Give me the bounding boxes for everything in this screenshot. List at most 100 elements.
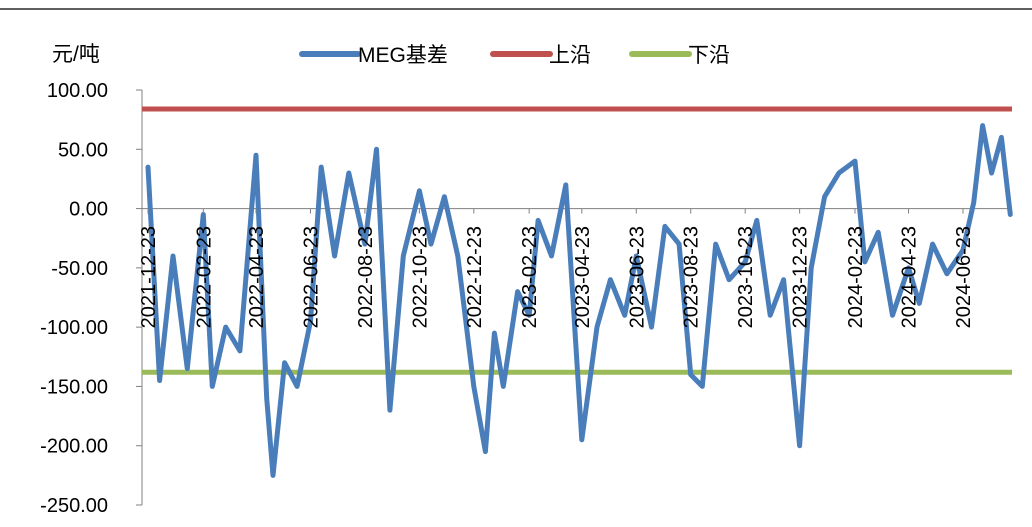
y-tick-label: -250.00 xyxy=(40,495,108,517)
x-tick-label: 2022-06-23 xyxy=(300,226,322,328)
series-point-meg-basis xyxy=(580,438,584,442)
series-point-meg-basis xyxy=(271,473,275,477)
series-point-meg-basis xyxy=(536,218,540,222)
series-point-meg-basis xyxy=(634,254,638,258)
legend-label-upper-band: 上沿 xyxy=(549,44,591,67)
x-tick-label: 2023-06-23 xyxy=(626,226,648,328)
series-point-meg-basis xyxy=(907,266,911,270)
series-point-meg-basis xyxy=(823,195,827,199)
series-point-meg-basis xyxy=(837,171,841,175)
x-tick-label: 2024-02-23 xyxy=(845,226,867,328)
series-point-meg-basis xyxy=(308,319,312,323)
series-point-meg-basis xyxy=(853,159,857,163)
series-point-meg-basis xyxy=(972,201,976,205)
y-tick-label: 100.00 xyxy=(47,80,108,102)
series-point-meg-basis xyxy=(501,384,505,388)
series-point-meg-basis xyxy=(623,313,627,317)
series-point-meg-basis xyxy=(755,218,759,222)
series-point-meg-basis xyxy=(743,260,747,264)
y-tick-label: 50.00 xyxy=(58,139,108,161)
x-tick-label: 2023-02-23 xyxy=(519,226,541,328)
y-axis: 100.00 50.00 0.00 -50.00 -100.00 -150.00 -200.… xyxy=(40,80,143,517)
x-tick-label: 2023-08-23 xyxy=(681,226,703,328)
series-point-meg-basis xyxy=(714,242,718,246)
series-point-meg-basis xyxy=(483,450,487,454)
series-point-meg-basis xyxy=(429,242,433,246)
x-tick-label: 2023-10-23 xyxy=(735,226,757,328)
series-point-meg-basis xyxy=(254,153,258,157)
series-point-meg-basis xyxy=(649,325,653,329)
series-point-meg-basis xyxy=(456,254,460,258)
series-point-meg-basis xyxy=(961,248,965,252)
series-point-meg-basis xyxy=(689,373,693,377)
series-point-meg-basis xyxy=(158,379,162,382)
x-tick-label: 2022-08-23 xyxy=(355,226,377,328)
series-point-meg-basis xyxy=(876,230,880,234)
series-point-meg-basis xyxy=(700,384,704,388)
series-point-meg-basis xyxy=(945,272,949,276)
series-point-meg-basis xyxy=(319,165,323,169)
x-tick-label: 2024-04-23 xyxy=(899,226,921,328)
series-point-meg-basis xyxy=(999,135,1003,139)
y-tick-label: -200.00 xyxy=(40,436,108,458)
series-point-meg-basis xyxy=(768,313,772,317)
series-line-meg-basis xyxy=(145,123,1013,478)
legend-label-lower-band: 下沿 xyxy=(688,44,730,67)
series-point-meg-basis xyxy=(375,147,379,151)
x-tick-label: 2023-12-23 xyxy=(790,226,812,328)
y-tick-label: -150.00 xyxy=(40,376,108,398)
series-point-meg-basis xyxy=(492,331,496,335)
x-tick-label: 2023-04-23 xyxy=(572,226,594,328)
y-tick-label: -100.00 xyxy=(40,317,108,339)
series-point-meg-basis xyxy=(171,254,175,258)
legend: MEG基差 上沿 下沿 xyxy=(299,44,730,67)
y-tick-label: 0.00 xyxy=(69,199,108,221)
x-tick-label: 2024-06-23 xyxy=(953,226,975,328)
x-tick-label: 2021-12-23 xyxy=(138,226,160,328)
series-point-meg-basis xyxy=(990,171,994,175)
series-point-meg-basis xyxy=(782,278,786,282)
series-point-meg-basis xyxy=(265,396,269,400)
series-point-meg-basis xyxy=(809,266,813,270)
series-point-meg-basis xyxy=(677,242,681,246)
series-point-meg-basis xyxy=(516,290,520,294)
series-point-meg-basis xyxy=(931,242,935,246)
series-point-meg-basis xyxy=(527,313,531,317)
series-point-meg-basis xyxy=(238,349,242,353)
series-point-meg-basis xyxy=(363,242,367,246)
series-point-meg-basis xyxy=(863,260,867,264)
series-point-meg-basis xyxy=(1008,213,1012,216)
y-tick-label: -50.00 xyxy=(51,258,108,280)
series-point-meg-basis xyxy=(442,195,446,199)
x-tick-label: 2022-12-23 xyxy=(464,226,486,328)
series-point-meg-basis xyxy=(595,325,599,329)
series-point-meg-basis xyxy=(283,361,287,365)
series-point-meg-basis xyxy=(472,384,476,388)
series-point-meg-basis xyxy=(201,213,205,216)
series-point-meg-basis xyxy=(210,384,214,388)
series-point-meg-basis xyxy=(146,165,150,169)
series-point-meg-basis xyxy=(185,367,189,371)
series-point-meg-basis xyxy=(981,124,985,128)
series-point-meg-basis xyxy=(388,408,392,412)
series-point-meg-basis xyxy=(333,254,337,258)
y-axis-unit-label: 元/吨 xyxy=(52,43,100,66)
plot-series xyxy=(142,106,1013,478)
series-point-meg-basis xyxy=(890,313,894,317)
series-point-meg-basis xyxy=(564,183,568,187)
series-point-meg-basis xyxy=(608,278,612,282)
series-point-meg-basis xyxy=(549,254,553,258)
series-point-meg-basis xyxy=(295,384,299,388)
series-point-meg-basis xyxy=(663,224,667,228)
series-point-meg-basis xyxy=(917,301,921,305)
x-axis-tick-labels: 2021-12-23 2022-02-23 2022-04-23 2022-06-23… xyxy=(138,208,975,328)
x-tick-label: 2022-10-23 xyxy=(409,226,431,328)
series-point-meg-basis xyxy=(417,189,421,193)
series-point-meg-basis xyxy=(401,254,405,258)
x-tick-label: 2022-04-23 xyxy=(246,226,268,328)
series-point-meg-basis xyxy=(224,325,228,329)
legend-label-meg-basis: MEG基差 xyxy=(358,44,448,67)
series-point-meg-basis xyxy=(347,171,351,175)
x-tick-label: 2022-02-23 xyxy=(193,226,215,328)
